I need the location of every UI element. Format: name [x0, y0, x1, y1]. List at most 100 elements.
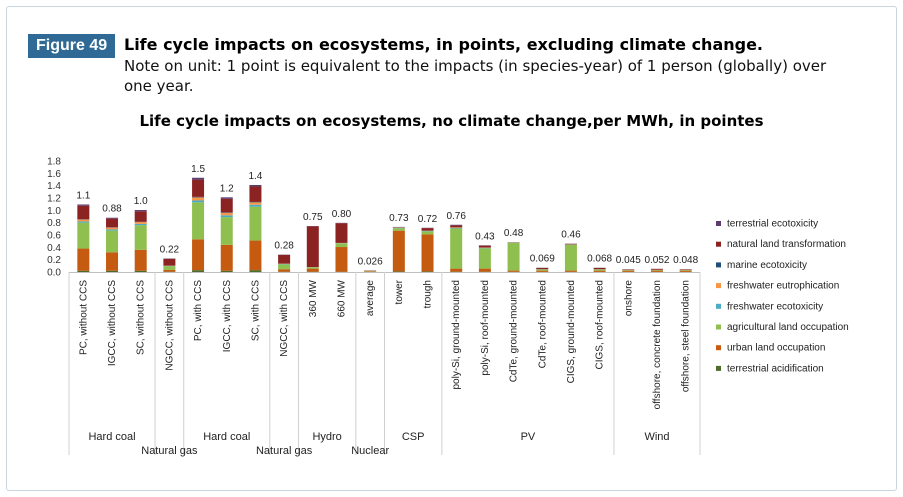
total-data-label: 0.46 [561, 230, 581, 241]
bar-segment [392, 228, 405, 231]
bar-segment [77, 222, 90, 249]
bar-segment [106, 229, 119, 231]
x-category-label: PC, without CCS [78, 280, 89, 355]
figure-title: Life cycle impacts on ecosystems, in poi… [124, 35, 764, 54]
bar-segment [392, 230, 405, 272]
total-data-label: 0.80 [332, 209, 352, 220]
bar-segment [593, 270, 606, 272]
x-category-label: trough [423, 280, 434, 308]
bar-segment [421, 271, 434, 272]
x-category-label: 660 MW [336, 279, 347, 317]
y-tick-label: 1.4 [47, 181, 61, 192]
bar-segment [249, 204, 262, 207]
bar-segment [478, 245, 491, 248]
total-data-label: 0.052 [644, 255, 669, 266]
figure-note: Note on unit: 1 point is equivalent to t… [124, 57, 827, 95]
bar-segment [507, 270, 520, 272]
bar-segment [278, 254, 291, 264]
chart-title: Life cycle impacts on ecosystems, no cli… [139, 112, 764, 130]
bar-segment [478, 268, 491, 272]
bar-segment [536, 269, 549, 271]
bar-segment [106, 217, 119, 219]
total-data-label: 0.068 [587, 254, 612, 265]
bar-segment [134, 222, 147, 224]
x-category-label: offshore, concrete foundation [652, 280, 663, 409]
group-label: Wind [644, 431, 669, 443]
x-category-label: 360 MW [308, 279, 319, 317]
bar-segment [392, 271, 405, 272]
bar-segment [564, 244, 577, 271]
bar-segment [306, 268, 319, 272]
x-category-label: CIGS, roof-mounted [595, 280, 606, 369]
bar-segment [278, 264, 291, 270]
y-tick-label: 0.0 [47, 268, 61, 279]
bar-segment [192, 200, 205, 203]
bar-segment [593, 269, 606, 271]
bar-segment [364, 271, 377, 272]
x-category-label: SC, with CCS [250, 280, 261, 341]
bar-segment [450, 268, 463, 272]
bar-segment [220, 217, 233, 245]
bar-segment [220, 212, 233, 216]
bar-segment [593, 267, 606, 270]
bar-segment [335, 243, 348, 248]
bar-segment [192, 202, 205, 240]
x-category-label: IGCC, with CCS [222, 280, 233, 353]
total-data-label: 0.75 [303, 212, 323, 223]
bar-segment [134, 223, 147, 226]
group-label: Natural gas [256, 445, 313, 457]
bar-segment [220, 197, 233, 199]
x-category-label: CIGS, ground-mounted [566, 280, 577, 383]
group-label: CSP [402, 431, 425, 443]
x-category-label: poly-Si, roof-mounted [480, 280, 491, 376]
bar-segment [564, 270, 577, 272]
bar-segment [450, 224, 463, 226]
bar-segment [106, 270, 119, 272]
bar-segment [450, 227, 463, 229]
bar-segment [335, 223, 348, 243]
legend-swatch [716, 241, 721, 247]
total-data-label: 0.88 [102, 204, 122, 215]
bar-segment [622, 270, 635, 272]
bar-segment [650, 270, 663, 271]
legend-label: natural land transformation [727, 239, 846, 250]
y-tick-label: 0.2 [47, 255, 61, 266]
legend-label: agricultural land occupation [727, 322, 849, 333]
bar-segment [220, 215, 233, 218]
total-data-label: 0.48 [504, 228, 524, 239]
total-data-label: 0.22 [160, 244, 180, 255]
bar-segment [163, 269, 176, 272]
bar-segment [134, 211, 147, 222]
y-tick-label: 1.6 [47, 169, 61, 180]
group-label: PV [521, 431, 536, 443]
total-data-label: 0.76 [446, 211, 466, 222]
bar-segment [192, 179, 205, 197]
bar-segment [163, 258, 176, 266]
bar-segment [106, 218, 119, 228]
x-category-label: PC, with CCS [193, 280, 204, 341]
x-category-label: tower [394, 279, 405, 304]
total-data-label: 0.045 [616, 255, 641, 266]
total-data-label: 1.5 [191, 164, 205, 175]
bar-segment [450, 228, 463, 269]
bar-segment [679, 270, 692, 272]
bar-segment [278, 269, 291, 272]
bar-segment [450, 225, 463, 228]
bar-segment [564, 243, 577, 245]
legend-label: freshwater ecotoxicity [727, 301, 823, 312]
bar-segment [77, 219, 90, 222]
total-data-label: 0.73 [389, 213, 409, 224]
bar-segment [679, 270, 692, 271]
bar-segment [77, 221, 90, 223]
bar-segment [192, 239, 205, 271]
y-tick-label: 0.8 [47, 218, 61, 229]
bar-segment [421, 234, 434, 272]
total-data-label: 0.048 [673, 255, 698, 266]
legend-swatch [716, 221, 721, 226]
bar-segment [421, 228, 434, 231]
bar-segment [134, 225, 147, 250]
total-data-label: 1.2 [220, 183, 234, 194]
y-tick-label: 1.2 [47, 194, 61, 205]
bar-segment [192, 270, 205, 272]
